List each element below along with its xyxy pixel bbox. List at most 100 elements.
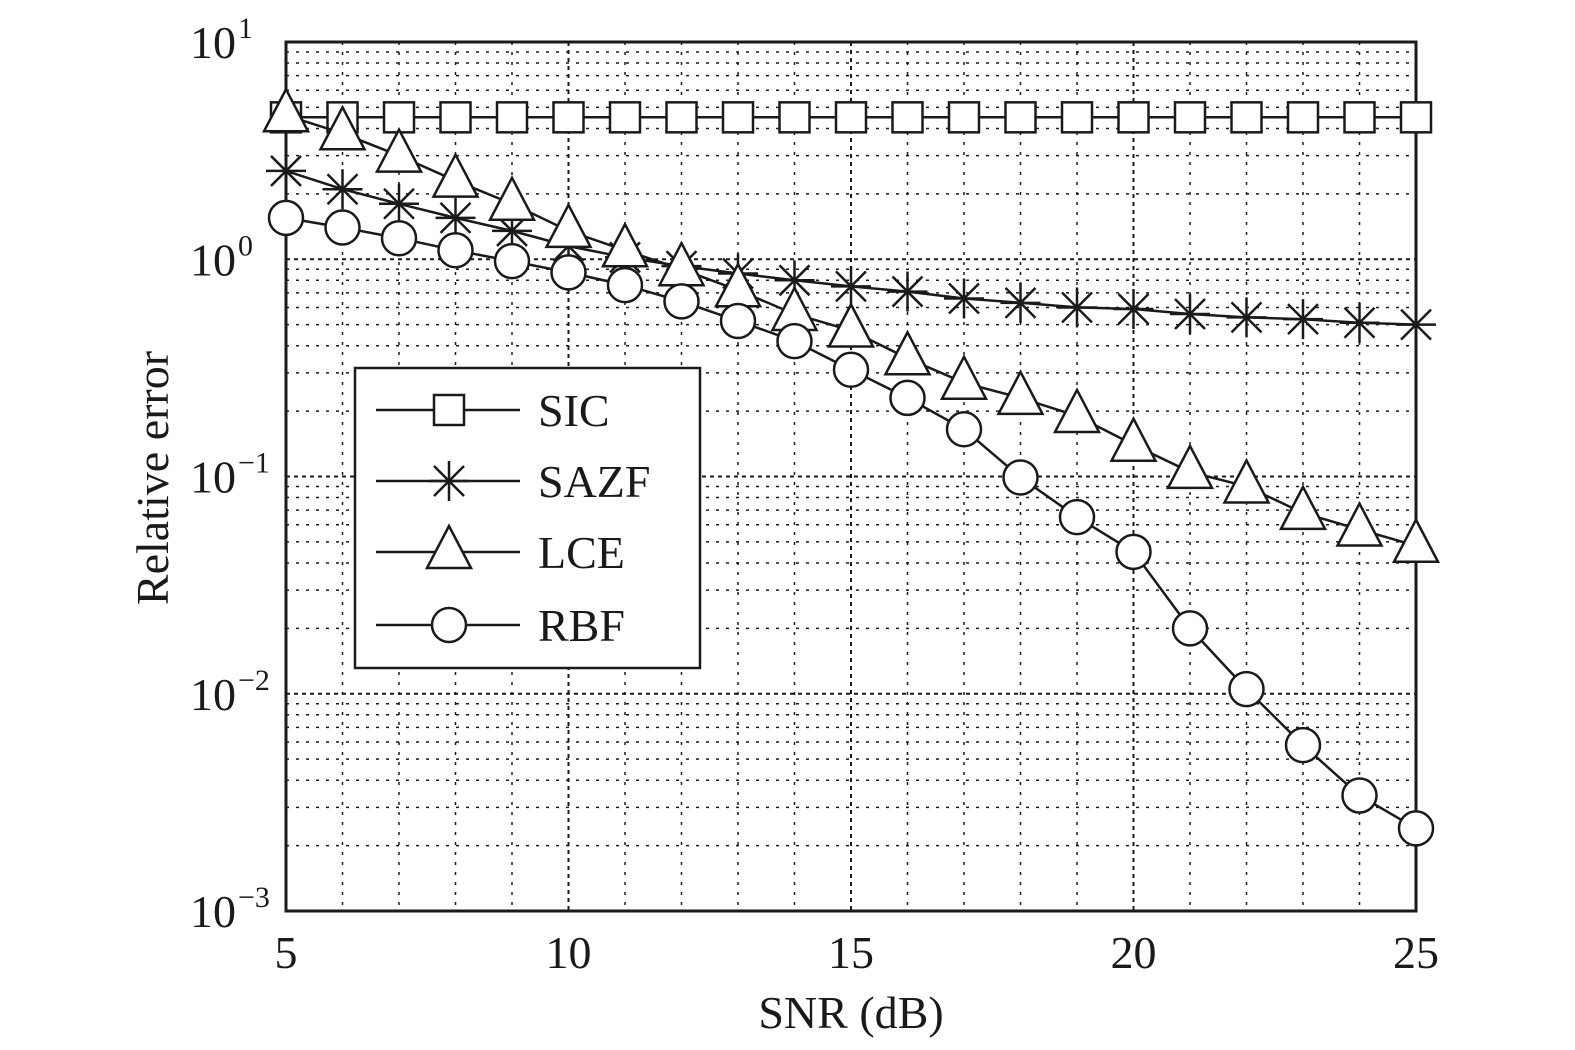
data-point-sazf <box>1000 282 1041 323</box>
data-point-lce <box>600 221 650 268</box>
x-ticks: 5 10 15 20 25 <box>275 927 1440 978</box>
data-point-sic <box>1343 101 1376 134</box>
series-sic <box>269 101 1433 134</box>
data-point-lce <box>1165 443 1215 490</box>
x-axis-label: SNR (dB) <box>758 987 943 1038</box>
data-point-rbf <box>1171 610 1209 647</box>
plot-frame <box>284 40 1418 913</box>
data-point-sic <box>495 101 529 134</box>
data-point-rbf <box>437 232 474 269</box>
data-point-rbf <box>1284 726 1322 764</box>
y-tick-exponent: −2 <box>238 664 270 697</box>
data-point-sic <box>1117 101 1150 134</box>
legend-marker-square <box>432 393 466 427</box>
y-tick-label: 10 −2 <box>190 664 270 720</box>
x-tick-label: 25 <box>1393 927 1439 978</box>
y-tick-label: 10 1 <box>190 12 253 68</box>
legend-label-rbf: RBF <box>538 600 625 651</box>
y-tick-base: 10 <box>190 452 236 503</box>
data-point-sic <box>608 101 642 134</box>
data-point-lce <box>996 369 1045 416</box>
data-point-sazf <box>831 266 871 307</box>
data-point-sazf <box>1226 297 1267 338</box>
data-point-rbf <box>719 302 757 340</box>
square-marker-icon <box>432 393 466 427</box>
data-point-rbf <box>1341 777 1378 814</box>
y-tick-exponent: 1 <box>238 12 253 45</box>
legend-marker-triangle <box>424 523 474 570</box>
legend-entry-lce: LCE <box>376 523 625 578</box>
y-tick-exponent: −3 <box>238 881 270 914</box>
data-point-lce <box>487 175 537 222</box>
data-point-lce <box>939 354 989 401</box>
data-point-rbf <box>324 209 361 246</box>
data-point-rbf <box>1058 498 1096 536</box>
legend-entry-sic: SIC <box>376 385 610 436</box>
data-point-rbf <box>776 322 813 360</box>
grid <box>286 42 1416 911</box>
y-tick-label: 10 −1 <box>190 447 270 503</box>
y-tick-exponent: −1 <box>238 447 270 480</box>
data-point-sic <box>1286 101 1320 134</box>
series-lce <box>261 86 1441 564</box>
data-point-rbf <box>267 199 305 237</box>
y-tick-label: 10 −3 <box>190 881 270 937</box>
data-point-lce <box>431 151 480 198</box>
y-tick-base: 10 <box>190 17 236 68</box>
data-point-rbf <box>889 379 926 417</box>
y-tick-label: 10 0 <box>190 229 253 285</box>
data-point-rbf <box>1228 670 1265 708</box>
series-rbf <box>267 199 1435 847</box>
circle-marker-icon <box>430 606 468 644</box>
data-point-sic <box>778 101 811 134</box>
data-point-sic <box>1399 101 1433 134</box>
data-point-rbf <box>606 266 644 304</box>
y-tick-base: 10 <box>190 234 236 285</box>
data-point-rbf <box>493 242 531 280</box>
data-point-sic <box>1004 101 1037 134</box>
data-point-sazf <box>266 150 306 191</box>
legend-marker-circle <box>430 606 468 644</box>
data-point-rbf <box>832 351 870 389</box>
legend: SIC SAZF LCE RBF <box>353 366 702 670</box>
legend-label-sazf: SAZF <box>538 456 650 507</box>
data-point-sic <box>439 101 472 134</box>
data-point-sazf <box>944 278 984 319</box>
legend-entry-rbf: RBF <box>376 600 625 651</box>
data-point-rbf <box>1115 533 1152 571</box>
legend-marker-asterisk <box>429 461 469 501</box>
legend-entry-sazf: SAZF <box>376 456 650 507</box>
data-point-sazf <box>1339 302 1380 343</box>
data-point-sic <box>1230 101 1263 134</box>
data-point-rbf <box>1397 810 1435 847</box>
x-tick-label: 20 <box>1111 927 1157 978</box>
data-point-lce <box>318 104 367 151</box>
data-point-sic <box>891 101 924 134</box>
data-point-lce <box>883 329 932 376</box>
data-point-rbf <box>663 283 700 320</box>
legend-label-sic: SIC <box>538 385 610 436</box>
data-point-sic <box>1173 101 1207 134</box>
data-point-lce <box>374 126 424 173</box>
legend-box <box>353 366 702 670</box>
data-point-sazf <box>1170 293 1210 334</box>
data-point-sazf <box>1057 287 1097 328</box>
data-point-rbf <box>380 219 418 257</box>
data-point-sazf <box>322 169 363 210</box>
y-axis-label: Relative error <box>127 351 178 605</box>
data-point-lce <box>826 301 876 348</box>
data-point-sazf <box>435 197 476 238</box>
data-point-sic <box>834 101 868 134</box>
data-point-lce <box>1335 500 1384 547</box>
data-point-sic <box>1060 101 1094 134</box>
data-point-sazf <box>379 183 419 224</box>
data-point-sic <box>552 101 585 134</box>
y-tick-base: 10 <box>190 669 236 720</box>
triangle-marker-icon <box>424 523 474 570</box>
data-point-sic <box>947 101 981 134</box>
data-point-rbf <box>945 411 983 448</box>
data-point-lce <box>544 202 593 249</box>
data-point-sazf <box>887 271 928 312</box>
data-point-rbf <box>550 254 587 291</box>
